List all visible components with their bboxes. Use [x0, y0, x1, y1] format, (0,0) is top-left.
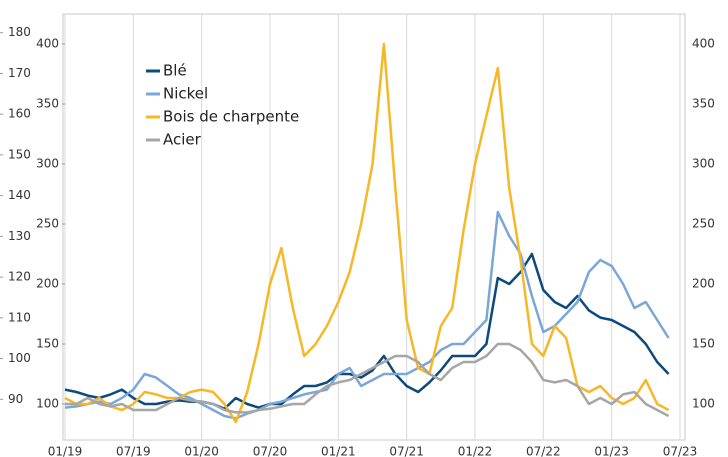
y-tick-label: 200: [36, 277, 59, 291]
y-tick-label: 250: [36, 217, 59, 231]
x-tick-label: 01/19: [48, 445, 83, 457]
legend-label: Nickel: [163, 85, 208, 103]
x-tick-label: 07/23: [663, 445, 698, 457]
y3-tick-label: 150: [8, 147, 31, 161]
y-tick-label-right: 350: [692, 97, 715, 111]
x-tick-label: 01/22: [458, 445, 493, 457]
y-tick-label: 400: [36, 37, 59, 51]
legend-label: Bois de charpente: [163, 108, 299, 126]
y3-tick-label: 130: [8, 229, 31, 243]
y-tick-label: 100: [36, 397, 59, 411]
x-tick-label: 07/22: [526, 445, 561, 457]
y-tick-label-right: 400: [692, 37, 715, 51]
x-tick-label: 07/21: [389, 445, 424, 457]
series-line: [64, 210, 670, 420]
y3-tick-label: 100: [8, 351, 31, 365]
y3-tick-label: 120: [8, 270, 31, 284]
y3-tick-label: 160: [8, 107, 31, 121]
series-line: [65, 342, 670, 418]
x-tick-label: 01/20: [184, 445, 219, 457]
y-tick-label: 300: [36, 157, 59, 171]
x-tick-label: 07/20: [253, 445, 288, 457]
y-tick-label: 150: [36, 337, 59, 351]
x-tick-label: 01/21: [321, 445, 356, 457]
plot-frame: [62, 13, 686, 441]
y3-tick-label: 140: [8, 188, 31, 202]
x-tick-label: 01/23: [594, 445, 629, 457]
legend-label: Blé: [163, 62, 187, 80]
y-tick-label-right: 300: [692, 157, 715, 171]
y-tick-label-right: 200: [692, 277, 715, 291]
y-tick-label-right: 150: [692, 337, 715, 351]
y-tick-label-right: 250: [692, 217, 715, 231]
y-tick-label: 350: [36, 97, 59, 111]
x-tick-label: 07/19: [116, 445, 151, 457]
y3-tick-label: 90: [8, 392, 23, 406]
y-tick-label-right: 100: [692, 397, 715, 411]
y3-tick-label: 110: [8, 310, 31, 324]
series-line: [64, 42, 670, 424]
legend-label: Acier: [163, 131, 202, 149]
y3-tick-label: 170: [8, 66, 31, 80]
y3-tick-label: 180: [8, 25, 31, 39]
series-line: [64, 252, 670, 411]
